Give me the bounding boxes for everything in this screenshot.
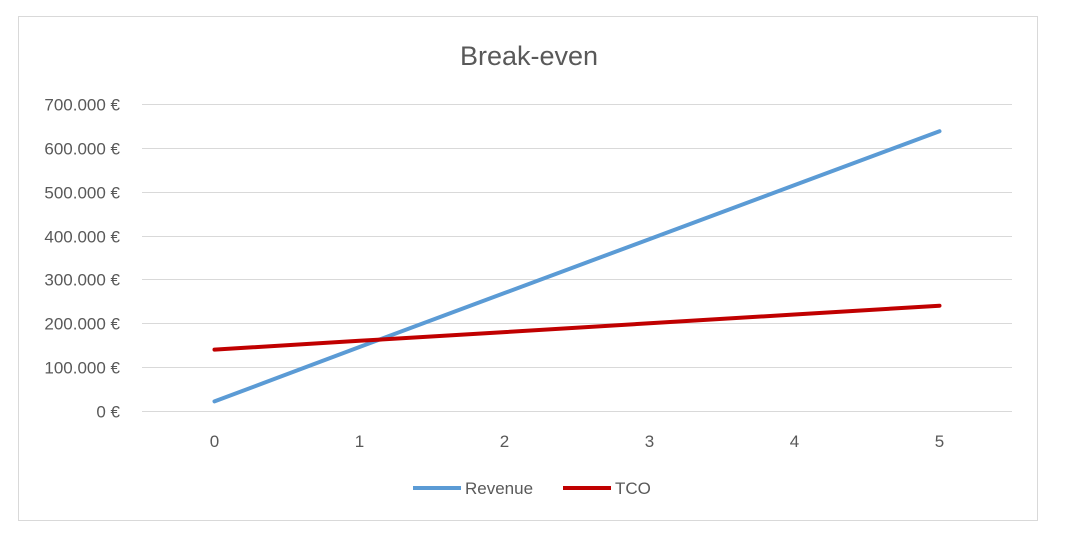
y-tick-label: 200.000 € — [44, 315, 120, 334]
legend: Revenue TCO — [413, 479, 651, 498]
y-tick-label: 300.000 € — [44, 271, 120, 290]
x-tick-label: 5 — [935, 432, 944, 451]
x-tick-label: 3 — [645, 432, 654, 451]
chart-frame — [18, 16, 1038, 521]
y-tick-label: 600.000 € — [44, 140, 120, 159]
y-tick-label: 100.000 € — [44, 359, 120, 378]
series-line-tco — [212, 303, 942, 352]
y-axis: 0 € 100.000 € 200.000 € 300.000 € 400.000 € 5… — [44, 96, 120, 422]
x-tick-label: 1 — [355, 432, 364, 451]
y-tick-label: 0 € — [96, 403, 120, 422]
series-lines — [212, 129, 942, 404]
y-tick-label: 500.000 € — [44, 184, 120, 203]
y-tick-label: 400.000 € — [44, 228, 120, 247]
chart-title: Break-even — [460, 41, 598, 71]
x-axis: 0 1 2 3 4 5 — [210, 432, 944, 451]
gridlines — [142, 104, 1012, 412]
x-tick-label: 2 — [500, 432, 509, 451]
legend-label-revenue: Revenue — [465, 479, 533, 498]
series-line-revenue — [212, 129, 942, 404]
x-tick-label: 4 — [790, 432, 799, 451]
legend-label-tco: TCO — [615, 479, 651, 498]
x-tick-label: 0 — [210, 432, 219, 451]
y-tick-label: 700.000 € — [44, 96, 120, 115]
